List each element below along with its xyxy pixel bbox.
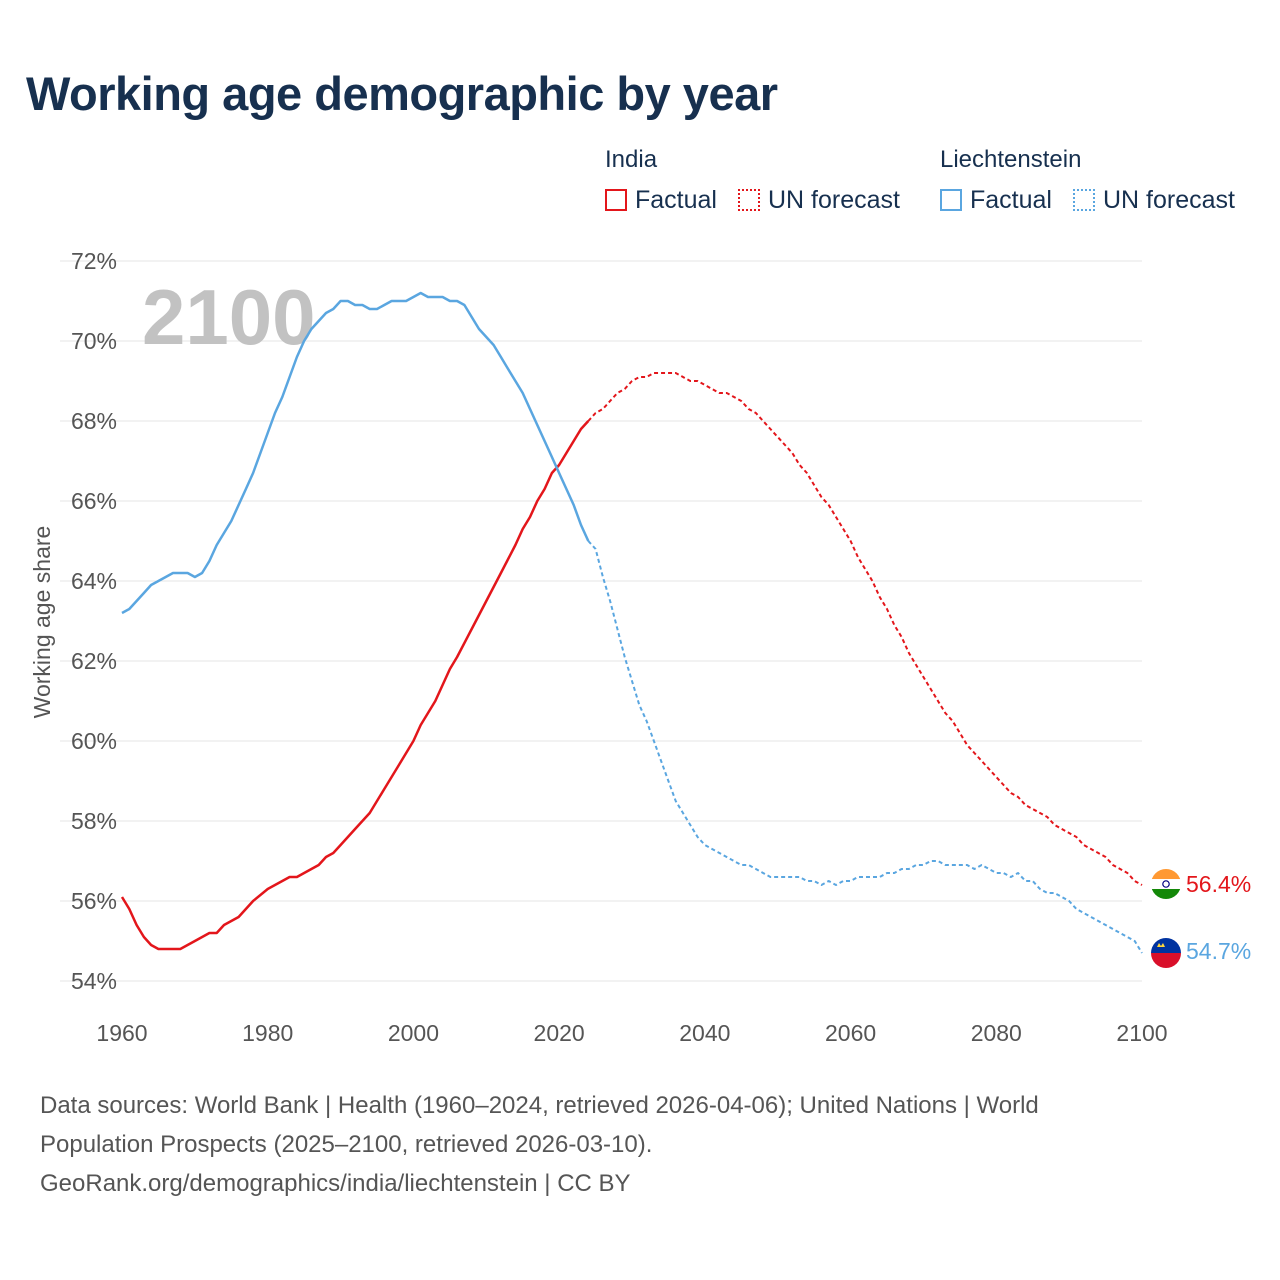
- legend-swatch-liechtenstein-factual: [940, 189, 962, 211]
- x-tick-label: 2000: [388, 1020, 439, 1046]
- india-flag-icon: [1151, 869, 1181, 899]
- legend-label: UN forecast: [1103, 185, 1235, 214]
- legend-label: Factual: [635, 185, 717, 214]
- y-tick-label: 58%: [71, 808, 117, 834]
- footer-line: Population Prospects (2025–2100, retriev…: [40, 1131, 653, 1158]
- legend-swatch-india-forecast: [738, 189, 760, 211]
- x-tick-label: 2100: [1116, 1020, 1167, 1046]
- line-chart: 54% 56% 58% 60% 62% 64% 66% 68% 70% 72% 1960 1980 2…: [29, 248, 1251, 1046]
- y-axis-label: Working age share: [29, 526, 55, 719]
- y-tick-label: 60%: [71, 728, 117, 754]
- legend-title-india: India: [605, 146, 658, 173]
- footer-line[interactable]: GeoRank.org/demographics/india/liechtens…: [40, 1170, 631, 1197]
- page-title: Working age demographic by year: [26, 67, 778, 120]
- legend-label: Factual: [970, 185, 1052, 214]
- y-tick-label: 68%: [71, 408, 117, 434]
- x-tick-label: 2060: [825, 1020, 876, 1046]
- x-tick-label: 2080: [971, 1020, 1022, 1046]
- year-label: 2100: [142, 273, 316, 361]
- legend-india-forecast[interactable]: UN forecast: [738, 186, 900, 214]
- y-tick-label: 56%: [71, 888, 117, 914]
- liechtenstein-flag-icon: [1151, 938, 1181, 968]
- y-tick-label: 72%: [71, 248, 117, 274]
- end-label-liechtenstein: 54.7%: [1186, 938, 1251, 964]
- y-tick-label: 54%: [71, 968, 117, 994]
- y-tick-label: 64%: [71, 568, 117, 594]
- legend-india-factual[interactable]: Factual: [605, 186, 717, 214]
- legend-swatch-liechtenstein-forecast: [1073, 189, 1095, 211]
- y-tick-label: 62%: [71, 648, 117, 674]
- end-label-india: 56.4%: [1186, 871, 1251, 897]
- series-line-india-factual[interactable]: [120, 420, 590, 951]
- y-tick-label: 70%: [71, 328, 117, 354]
- series-line-liechtenstein-forecast[interactable]: [587, 540, 1143, 954]
- x-tick-label: 1980: [242, 1020, 293, 1046]
- x-tick-label: 2040: [679, 1020, 730, 1046]
- legend-liechtenstein-factual[interactable]: Factual: [940, 186, 1052, 214]
- x-tick-label: 2020: [534, 1020, 585, 1046]
- legend-liechtenstein-forecast[interactable]: UN forecast: [1073, 186, 1235, 214]
- y-tick-label: 66%: [71, 488, 117, 514]
- series-line-liechtenstein-factual[interactable]: [121, 291, 590, 615]
- x-tick-label: 1960: [96, 1020, 147, 1046]
- legend-title-liechtenstein: Liechtenstein: [940, 146, 1082, 173]
- footer-line: Data sources: World Bank | Health (1960–…: [40, 1092, 1039, 1119]
- legend-label: UN forecast: [768, 185, 900, 214]
- series-line-india-forecast[interactable]: [587, 372, 1143, 886]
- footer-sources: Data sources: World Bank | Health (1960–…: [40, 1086, 1240, 1203]
- legend-swatch-india-factual: [605, 189, 627, 211]
